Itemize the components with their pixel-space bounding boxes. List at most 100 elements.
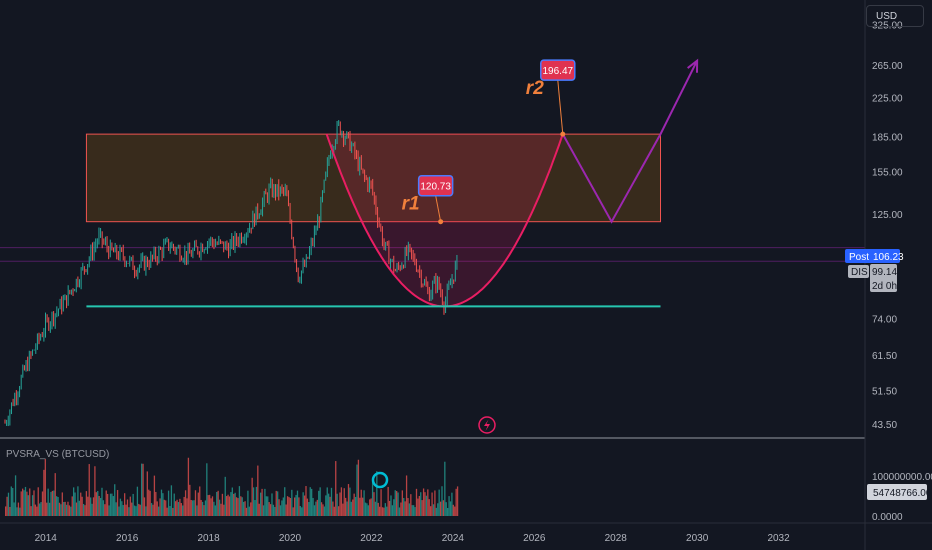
volume-bar xyxy=(56,496,58,516)
volume-bar xyxy=(362,497,364,516)
value-badge[interactable] xyxy=(540,59,576,81)
post-value: 106.23 xyxy=(873,252,904,263)
volume-bar xyxy=(275,490,277,516)
annotation-anchor xyxy=(560,131,566,137)
volume-bar xyxy=(158,506,160,516)
volume-last-value: 54748766.00 xyxy=(873,488,932,499)
volume-bar xyxy=(160,489,163,516)
volume-bar xyxy=(41,491,44,516)
annotation-label: r2 xyxy=(526,78,544,99)
volume-bar xyxy=(43,469,45,516)
volume-bar xyxy=(349,487,351,516)
volume-bar xyxy=(277,491,279,516)
price-axis[interactable]: 43.50 51.50 61.50 74.00 125.00 155.00 185.00 22… xyxy=(872,20,903,431)
volume-bar xyxy=(108,505,110,516)
volume-bar xyxy=(303,495,306,516)
currency-button[interactable]: USD xyxy=(866,5,924,27)
volume-bar xyxy=(332,501,334,516)
volume-bar xyxy=(432,504,435,516)
volume-bar xyxy=(405,475,408,516)
volume-bar xyxy=(50,491,52,516)
volume-bar xyxy=(114,484,116,516)
volume-bar xyxy=(213,501,215,516)
volume-bar xyxy=(451,492,453,516)
volume-bar xyxy=(203,505,205,516)
volume-bar xyxy=(73,487,75,516)
volume-bar xyxy=(337,506,340,516)
value-badge[interactable] xyxy=(417,174,454,197)
volume-bar xyxy=(197,492,199,516)
volume-bar xyxy=(226,496,228,516)
volume-bar xyxy=(224,476,226,516)
volume-bar xyxy=(84,505,86,516)
volume-bar xyxy=(261,488,263,516)
annotation-label: r1 xyxy=(402,194,420,215)
volume-bar xyxy=(190,500,192,516)
volume-bar xyxy=(320,502,323,516)
volume-bar xyxy=(48,502,51,516)
volume-bar xyxy=(329,496,331,516)
volume-bar xyxy=(184,490,187,516)
volume-bar xyxy=(441,486,443,516)
projection-path[interactable] xyxy=(561,60,698,224)
volume-bar xyxy=(105,490,107,516)
volume-bar xyxy=(319,487,321,516)
volume-bar xyxy=(373,492,375,516)
volume-bar xyxy=(204,500,207,516)
post-label: Post xyxy=(849,252,869,263)
volume-bar xyxy=(369,499,371,516)
volume-bar xyxy=(78,500,80,516)
volume-bar xyxy=(166,507,168,516)
volume-bar xyxy=(311,488,313,516)
x-tick-label: 2018 xyxy=(197,533,220,544)
volume-bar xyxy=(218,499,221,516)
annotation-leader xyxy=(435,195,442,222)
volume-bar xyxy=(82,503,85,516)
resistance-zone[interactable] xyxy=(85,133,661,223)
volume-bar xyxy=(220,503,222,516)
volume-bar xyxy=(271,493,273,516)
volume-bar xyxy=(44,459,46,516)
volume-bar xyxy=(398,507,401,516)
volume-bar xyxy=(456,486,459,516)
volume-bar xyxy=(146,471,148,516)
volume-bar xyxy=(411,505,413,516)
volume-bar xyxy=(95,492,97,516)
volume-bar xyxy=(126,499,129,516)
volume-bar xyxy=(360,489,362,516)
volume-bar xyxy=(328,493,330,516)
volume-bar xyxy=(408,503,411,516)
volume-bar xyxy=(403,497,405,516)
volume-bar xyxy=(71,496,73,516)
volume-bar xyxy=(46,502,48,516)
volume-bar xyxy=(129,496,131,516)
volume-axis-top-label: 100000000.00 xyxy=(872,472,932,483)
volume-bar xyxy=(313,505,316,516)
volume-bar xyxy=(292,507,294,516)
volume-bar xyxy=(278,499,280,516)
volume-bar xyxy=(437,503,439,516)
time-axis[interactable]: 2014 2016 2018 2020 2022 2024 2026 2028 2030 2032 xyxy=(35,533,791,544)
value-badge-text: 196.47 xyxy=(542,66,573,77)
volume-bar xyxy=(377,502,379,516)
volume-bar xyxy=(133,505,136,516)
volume-bar xyxy=(420,492,422,516)
volume-bar xyxy=(257,465,259,516)
volume-bar xyxy=(384,503,386,516)
indicator-title[interactable]: PVSRA_VS (BTCUSD) xyxy=(6,449,110,460)
volume-bar xyxy=(60,504,62,516)
volume-bar xyxy=(230,492,232,516)
y-tick-label: 51.50 xyxy=(872,386,897,397)
volume-bar xyxy=(417,498,419,516)
lightning-icon[interactable] xyxy=(478,416,496,434)
volume-bar xyxy=(207,495,209,516)
volume-bar xyxy=(340,487,343,516)
volume-bar xyxy=(223,504,225,516)
x-tick-label: 2020 xyxy=(279,533,302,544)
volume-bar xyxy=(243,501,245,516)
volume-bar xyxy=(413,505,415,516)
volume-bar xyxy=(422,488,425,516)
y-tick-label: 185.00 xyxy=(872,132,903,143)
volume-bar xyxy=(10,486,12,516)
